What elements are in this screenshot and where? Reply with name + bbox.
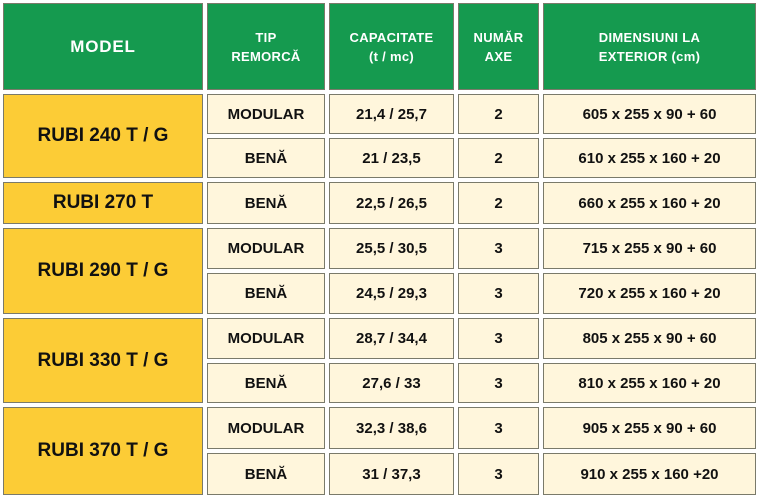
cell-capacitate: 28,7 / 34,4 — [329, 318, 454, 359]
cell-capacitate: 22,5 / 26,5 — [329, 182, 454, 224]
cell-capacitate: 27,6 / 33 — [329, 363, 454, 403]
cell-capacitate: 31 / 37,3 — [329, 453, 454, 495]
header-dimensiuni: DIMENSIUNI LA EXTERIOR (cm) — [543, 3, 756, 90]
cell-axe: 3 — [458, 363, 539, 403]
cell-tip: BENĂ — [207, 182, 325, 224]
cell-tip: BENĂ — [207, 453, 325, 495]
cell-dimensiuni: 660 x 255 x 160 + 20 — [543, 182, 756, 224]
cell-tip: MODULAR — [207, 407, 325, 449]
cell-dimensiuni: 810 x 255 x 160 + 20 — [543, 363, 756, 403]
cell-axe: 3 — [458, 273, 539, 314]
cell-axe: 2 — [458, 94, 539, 134]
cell-capacitate: 21 / 23,5 — [329, 138, 454, 178]
cell-tip: BENĂ — [207, 273, 325, 314]
header-capacitate: CAPACITATE (t / mc) — [329, 3, 454, 90]
cell-dimensiuni: 905 x 255 x 90 + 60 — [543, 407, 756, 449]
cell-capacitate: 24,5 / 29,3 — [329, 273, 454, 314]
cell-tip: MODULAR — [207, 94, 325, 134]
header-numar-axe: NUMĂR AXE — [458, 3, 539, 90]
cell-axe: 3 — [458, 228, 539, 269]
cell-dimensiuni: 715 x 255 x 90 + 60 — [543, 228, 756, 269]
cell-dimensiuni: 910 x 255 x 160 +20 — [543, 453, 756, 495]
cell-tip: MODULAR — [207, 318, 325, 359]
cell-tip: BENĂ — [207, 138, 325, 178]
cell-axe: 3 — [458, 407, 539, 449]
cell-dimensiuni: 610 x 255 x 160 + 20 — [543, 138, 756, 178]
cell-axe: 2 — [458, 182, 539, 224]
cell-dimensiuni: 605 x 255 x 90 + 60 — [543, 94, 756, 134]
cell-axe: 2 — [458, 138, 539, 178]
cell-axe: 3 — [458, 318, 539, 359]
model-cell: RUBI 240 T / G — [3, 94, 203, 178]
cell-capacitate: 32,3 / 38,6 — [329, 407, 454, 449]
model-cell: RUBI 370 T / G — [3, 407, 203, 495]
cell-axe: 3 — [458, 453, 539, 495]
header-model: MODEL — [3, 3, 203, 90]
cell-tip: MODULAR — [207, 228, 325, 269]
cell-dimensiuni: 720 x 255 x 160 + 20 — [543, 273, 756, 314]
cell-capacitate: 21,4 / 25,7 — [329, 94, 454, 134]
header-tip-remorca: TIP REMORCĂ — [207, 3, 325, 90]
model-cell: RUBI 330 T / G — [3, 318, 203, 403]
cell-capacitate: 25,5 / 30,5 — [329, 228, 454, 269]
model-cell: RUBI 290 T / G — [3, 228, 203, 314]
cell-tip: BENĂ — [207, 363, 325, 403]
cell-dimensiuni: 805 x 255 x 90 + 60 — [543, 318, 756, 359]
model-cell: RUBI 270 T — [3, 182, 203, 224]
